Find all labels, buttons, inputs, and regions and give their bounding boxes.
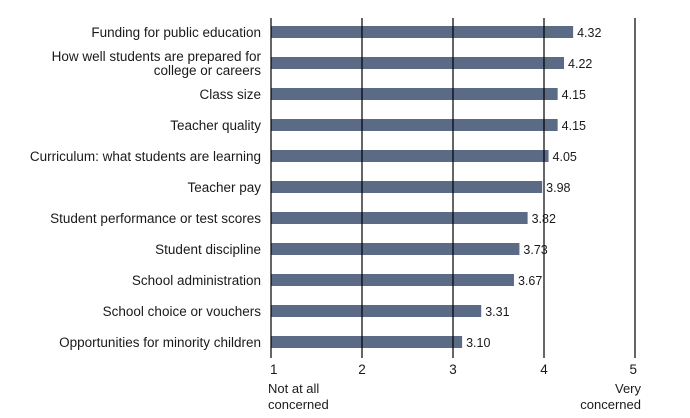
bar [271,119,558,131]
data-label: 4.32 [577,26,601,40]
category-label: Teacher pay [187,180,261,195]
data-label: 3.82 [532,212,556,226]
bar [271,274,514,286]
x-tick-label: 4 [540,362,548,377]
data-label: 3.31 [485,305,509,319]
bar [271,26,574,38]
x-tick-label: 5 [629,362,637,377]
category-label: Student discipline [155,242,261,257]
data-label: 4.22 [568,57,592,71]
bar [271,336,463,348]
bar [271,305,482,317]
category-label: Funding for public education [91,25,261,40]
category-label: Curriculum: what students are learning [30,149,261,164]
category-label: School administration [132,273,261,288]
x-end-label-low: Not at all concerned [268,381,329,412]
data-label: 3.10 [466,336,490,350]
category-label: How well students are prepared for colleg… [52,49,262,78]
data-label: 4.15 [562,88,586,102]
category-label: Student performance or test scores [50,211,261,226]
data-label: 4.05 [553,150,577,164]
data-label: 4.15 [562,119,586,133]
data-label: 3.73 [523,243,547,257]
bar [271,212,528,224]
x-end-label-high: Very concerned [580,381,641,412]
x-tick-label: 2 [358,362,366,377]
category-label: Opportunities for minority children [59,335,261,350]
category-label: School choice or vouchers [103,304,262,319]
data-label: 3.67 [518,274,542,288]
x-tick-label: 3 [449,362,457,377]
bar [271,243,520,255]
x-tick-label: 1 [270,362,278,377]
bar [271,150,549,162]
bar [271,88,558,100]
bar [271,57,565,69]
bar [271,181,543,193]
data-label: 3.98 [546,181,570,195]
category-label: Class size [199,87,261,102]
category-label: Teacher quality [170,118,261,133]
